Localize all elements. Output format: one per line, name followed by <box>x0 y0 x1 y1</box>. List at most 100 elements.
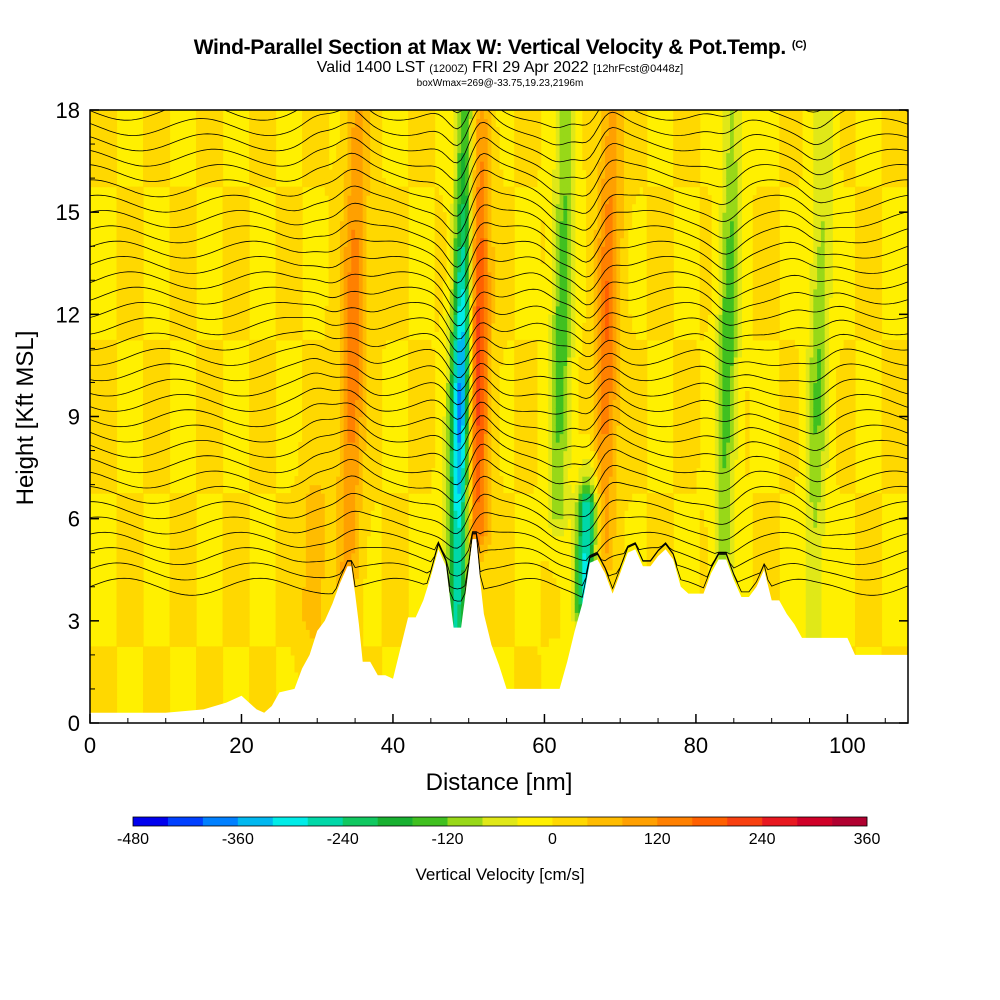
velocity-cell <box>211 697 216 707</box>
velocity-cell <box>184 212 190 222</box>
velocity-cell <box>188 314 193 324</box>
velocity-cell <box>328 586 333 596</box>
velocity-cell <box>252 680 258 690</box>
velocity-cell <box>233 629 239 639</box>
velocity-cell <box>366 212 371 222</box>
velocity-cell <box>343 356 349 367</box>
velocity-cell <box>154 450 159 460</box>
velocity-cell <box>196 135 201 145</box>
velocity-cell <box>279 297 284 307</box>
velocity-cell <box>355 561 360 571</box>
velocity-cell <box>127 322 133 332</box>
velocity-cell <box>305 178 311 188</box>
velocity-cell <box>124 595 129 605</box>
velocity-cell <box>192 280 197 290</box>
velocity-cell <box>366 527 371 537</box>
velocity-cell <box>271 382 277 392</box>
velocity-cell <box>184 510 190 520</box>
velocity-cell <box>120 620 125 630</box>
velocity-cell <box>135 271 140 281</box>
velocity-cell <box>165 348 171 358</box>
velocity-cell <box>336 450 341 460</box>
velocity-cell <box>177 263 182 273</box>
velocity-cell <box>120 220 125 230</box>
velocity-cell <box>188 578 193 588</box>
velocity-cell <box>93 484 99 494</box>
velocity-cell <box>445 510 451 520</box>
velocity-cell <box>230 493 235 503</box>
velocity-cell <box>211 348 216 358</box>
velocity-cell <box>196 646 201 656</box>
velocity-cell <box>143 382 148 392</box>
velocity-cell <box>275 595 280 605</box>
velocity-cell <box>400 229 405 239</box>
velocity-cell <box>377 407 383 418</box>
velocity-cell <box>328 425 333 435</box>
velocity-cell <box>165 467 171 477</box>
velocity-cell <box>207 484 212 494</box>
velocity-cell <box>506 603 511 613</box>
velocity-cell <box>143 144 148 154</box>
velocity-cell <box>241 637 246 647</box>
velocity-cell <box>180 637 186 647</box>
velocity-cell <box>158 348 163 358</box>
velocity-cell <box>495 450 500 460</box>
velocity-cell <box>161 382 167 392</box>
velocity-cell <box>275 637 280 647</box>
velocity-cell <box>298 603 303 613</box>
velocity-cell <box>143 680 148 690</box>
velocity-cell <box>453 467 458 477</box>
velocity-cell <box>449 501 455 511</box>
velocity-cell <box>177 186 182 196</box>
velocity-cell <box>480 263 485 273</box>
velocity-cell <box>392 586 398 596</box>
velocity-cell <box>271 425 277 435</box>
velocity-cell <box>400 254 405 264</box>
velocity-cell <box>411 365 417 375</box>
velocity-cell <box>245 297 250 307</box>
velocity-cell <box>207 127 212 137</box>
velocity-cell <box>449 442 455 452</box>
velocity-cell <box>343 433 349 443</box>
velocity-cell <box>233 305 239 315</box>
velocity-cell <box>358 322 364 332</box>
velocity-cell <box>449 476 455 486</box>
velocity-cell <box>302 561 307 571</box>
velocity-cell <box>510 195 515 205</box>
velocity-cell <box>173 552 178 562</box>
velocity-cell <box>101 178 106 188</box>
velocity-cell <box>491 331 496 341</box>
velocity-cell <box>339 339 345 349</box>
velocity-cell <box>108 407 114 418</box>
velocity-cell <box>499 484 504 494</box>
velocity-cell <box>483 152 489 162</box>
velocity-cell <box>169 254 174 264</box>
velocity-cell <box>158 459 163 469</box>
velocity-cell <box>347 339 352 349</box>
velocity-cell <box>101 467 106 477</box>
velocity-cell <box>355 510 360 520</box>
velocity-cell <box>298 493 303 503</box>
velocity-cell <box>108 654 114 664</box>
velocity-cell <box>392 535 398 545</box>
velocity-cell <box>184 578 190 588</box>
velocity-cell <box>302 484 307 494</box>
velocity-cell <box>112 127 118 137</box>
velocity-cell <box>502 331 508 341</box>
velocity-cell <box>207 135 212 145</box>
velocity-cell <box>385 263 390 273</box>
velocity-cell <box>351 220 356 230</box>
velocity-cell <box>499 620 504 630</box>
velocity-cell <box>150 688 155 699</box>
velocity-cell <box>457 144 462 154</box>
velocity-cell <box>487 152 493 162</box>
velocity-cell <box>161 425 167 435</box>
velocity-cell <box>116 569 121 579</box>
velocity-cell <box>457 518 462 528</box>
velocity-cell <box>275 195 280 205</box>
velocity-cell <box>377 663 383 673</box>
velocity-cell <box>188 271 193 281</box>
velocity-cell <box>305 535 311 545</box>
velocity-cell <box>457 127 462 137</box>
valid-utc: (1200Z) <box>429 63 468 75</box>
